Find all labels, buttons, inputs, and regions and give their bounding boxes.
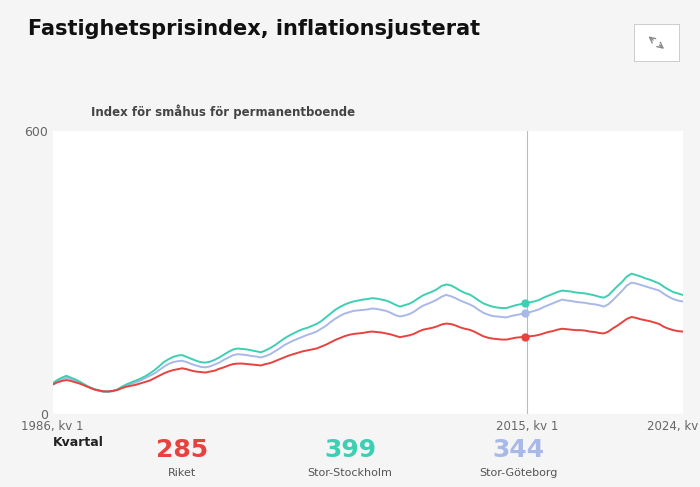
- Text: Stor-Göteborg: Stor-Göteborg: [479, 468, 557, 478]
- Text: Kvartal: Kvartal: [52, 436, 104, 449]
- Text: Riket: Riket: [168, 468, 196, 478]
- Text: Fastighetsprisindex, inflationsjusterat: Fastighetsprisindex, inflationsjusterat: [28, 19, 480, 39]
- Text: Index för småhus för permanentboende: Index för småhus för permanentboende: [91, 105, 355, 119]
- Text: Stor-Stockholm: Stor-Stockholm: [307, 468, 393, 478]
- Text: 344: 344: [492, 438, 544, 462]
- Text: 399: 399: [324, 438, 376, 462]
- Text: 285: 285: [156, 438, 208, 462]
